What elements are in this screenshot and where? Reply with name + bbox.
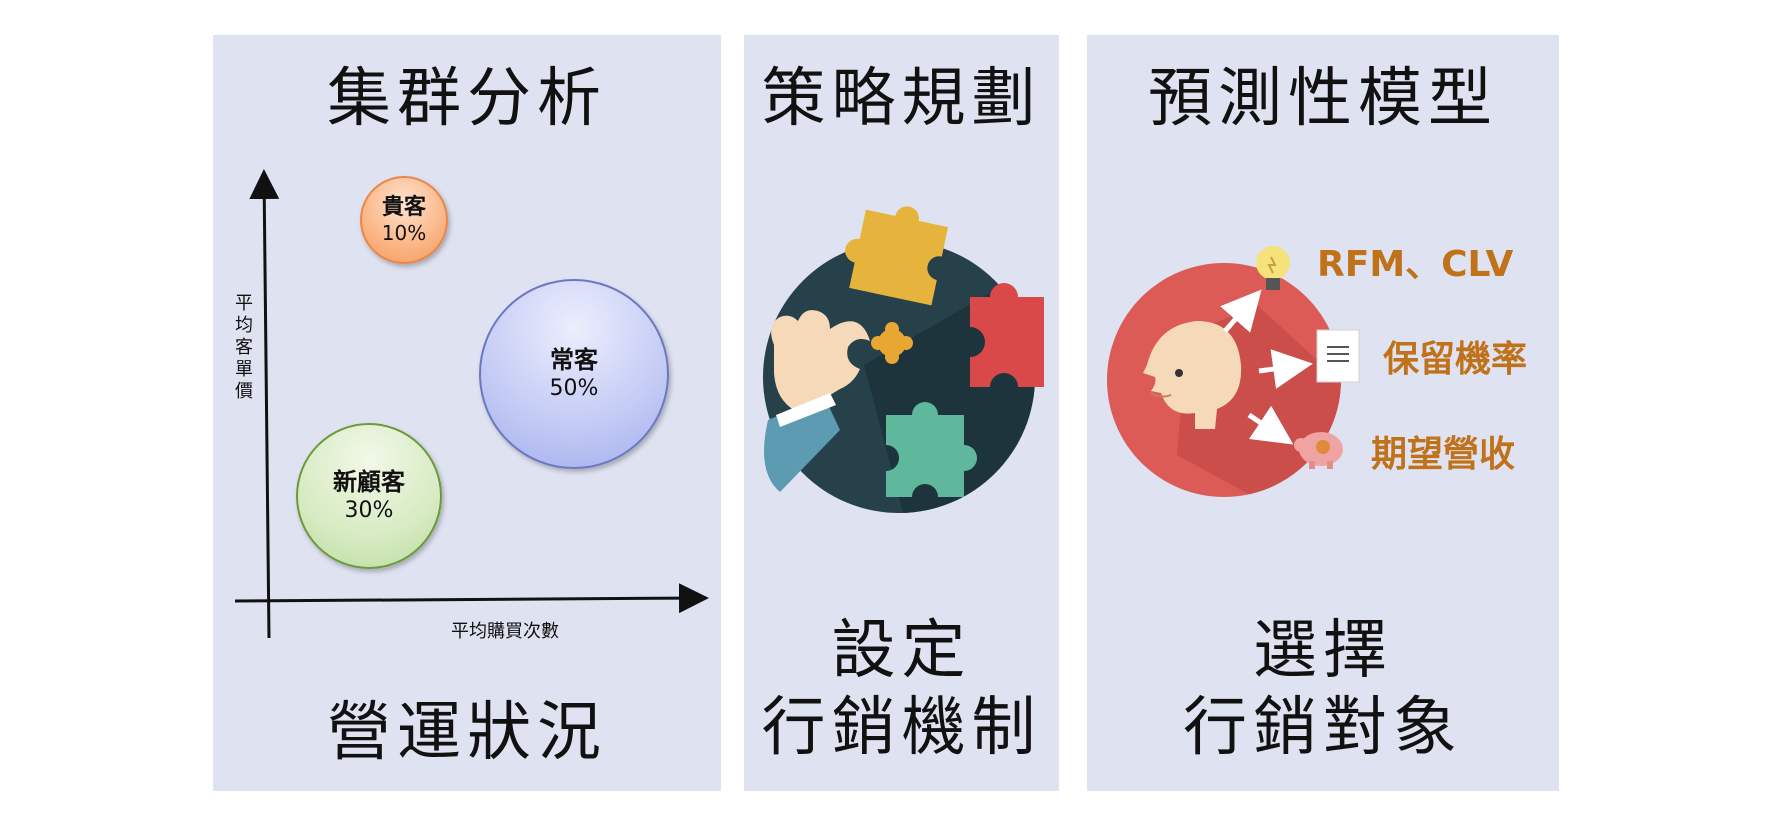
puzzle-icon [871, 322, 913, 364]
bubble-label: 新顧客 [333, 468, 405, 497]
predict-bottom-line2: 行銷對象 [1183, 690, 1463, 765]
lightbulb-icon [1256, 246, 1290, 290]
cluster-title: 集群分析 [327, 62, 607, 136]
puzzle-icon [845, 206, 949, 306]
cluster-axes [234, 169, 709, 639]
puzzle-icon [886, 402, 977, 497]
predict-illustration [1107, 246, 1360, 497]
arrow-icon [1247, 405, 1294, 445]
document-icon [1316, 329, 1360, 383]
y-axis-label: 平均客單價 [235, 293, 253, 402]
strategy-title: 策略規劃 [761, 62, 1042, 136]
strategy-illustration [763, 206, 1044, 513]
retention-probability-label: 保留機率 [1383, 339, 1528, 380]
y-axis [249, 169, 280, 639]
strategy-bottom-text: 設定 行銷機制 [744, 613, 1059, 767]
cluster-bubble-vip: 貴客 10% [360, 176, 448, 264]
arrow-icon [1220, 289, 1262, 333]
strategy-panel: 策略規劃 [744, 35, 1059, 791]
predict-bottom-text: 選擇 行銷對象 [1087, 613, 1559, 767]
bubble-label: 貴客 [381, 194, 426, 220]
puzzle-icon [970, 283, 1044, 387]
predict-bottom-line1: 選擇 [1253, 614, 1393, 688]
hand-icon [764, 310, 870, 492]
strategy-bottom-line1: 設定 [831, 614, 972, 688]
bubble-percent: 30% [344, 498, 394, 524]
bubble-label: 常客 [550, 346, 598, 375]
bubble-percent: 10% [381, 221, 427, 246]
cluster-bubble-new: 新顧客 30% [296, 423, 442, 569]
rfm-clv-label: RFM、CLV [1317, 244, 1514, 285]
predict-title: 預測性模型 [1148, 62, 1498, 136]
expected-revenue-label: 期望營收 [1371, 434, 1516, 475]
predictive-model-panel: 預測性模型 [1087, 35, 1559, 791]
cluster-bottom-text: 營運狀況 [327, 696, 607, 770]
head-icon [1143, 321, 1242, 429]
arrow-icon [1258, 349, 1313, 389]
piggy-bank-icon [1294, 432, 1343, 469]
cluster-analysis-panel: 集群分析 平均客單價 平均購買次數 貴客 10% 常客 50% 新顧客 30% … [213, 35, 721, 791]
x-axis-label: 平均購買次數 [451, 621, 559, 642]
bubble-percent: 50% [549, 376, 599, 402]
strategy-bottom-line2: 行銷機制 [761, 690, 1042, 765]
x-axis [234, 583, 709, 614]
cluster-bubble-regular: 常客 50% [479, 279, 669, 469]
